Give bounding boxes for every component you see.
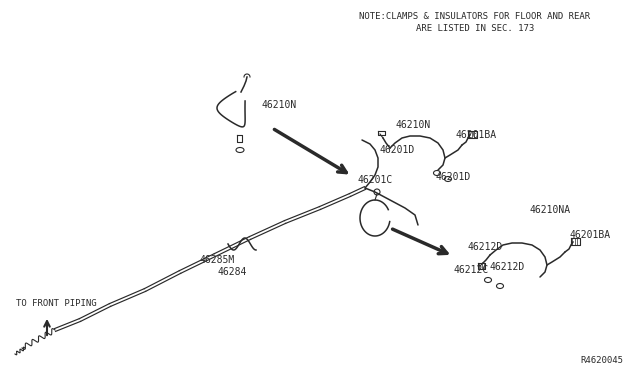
Text: 46201D: 46201D [435, 172, 470, 182]
Text: 46201BA: 46201BA [455, 130, 496, 140]
Text: 46210NA: 46210NA [530, 205, 571, 215]
Text: 46210N: 46210N [395, 120, 430, 130]
Text: ARE LISTED IN SEC. 173: ARE LISTED IN SEC. 173 [416, 24, 534, 33]
Text: 46201BA: 46201BA [570, 230, 611, 240]
Text: 46212D: 46212D [468, 242, 503, 252]
Text: 46212D: 46212D [490, 262, 525, 272]
Text: 46284: 46284 [218, 267, 248, 277]
Text: 46201D: 46201D [380, 145, 415, 155]
Text: NOTE:CLAMPS & INSULATORS FOR FLOOR AND REAR: NOTE:CLAMPS & INSULATORS FOR FLOOR AND R… [360, 12, 591, 21]
Text: 46285M: 46285M [200, 255, 236, 265]
Text: R4620045: R4620045 [580, 356, 623, 365]
Text: TO FRONT PIPING: TO FRONT PIPING [16, 299, 97, 308]
Text: 46210N: 46210N [262, 100, 297, 110]
Text: 46201C: 46201C [358, 175, 393, 185]
Text: 46212C: 46212C [453, 265, 488, 275]
